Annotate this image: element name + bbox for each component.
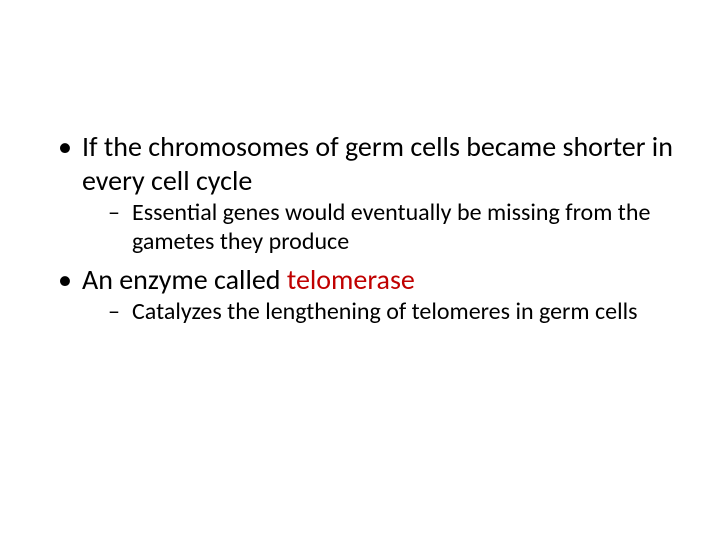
bullet-list-level1: If the chromosomes of germ cells became … <box>54 130 680 327</box>
sub-bullet-text: Catalyzes the lengthening of telomeres i… <box>132 297 637 326</box>
bullet-text-before: An enzyme called <box>82 262 287 297</box>
bullet-list-level2: Catalyzes the lengthening of telomeres i… <box>82 298 680 327</box>
sub-bullet-text: Essential genes would eventually be miss… <box>132 198 650 256</box>
highlight-term: telomerase <box>287 262 415 297</box>
bullet-text: If the chromosomes of germ cells became … <box>82 129 673 198</box>
bullet-item: An enzyme called telomerase Catalyzes th… <box>54 263 680 327</box>
bullet-list-level2: Essential genes would eventually be miss… <box>82 199 680 257</box>
bullet-item: If the chromosomes of germ cells became … <box>54 130 680 257</box>
sub-bullet-item: Catalyzes the lengthening of telomeres i… <box>108 298 680 327</box>
sub-bullet-item: Essential genes would eventually be miss… <box>108 199 680 257</box>
slide: If the chromosomes of germ cells became … <box>0 0 720 540</box>
